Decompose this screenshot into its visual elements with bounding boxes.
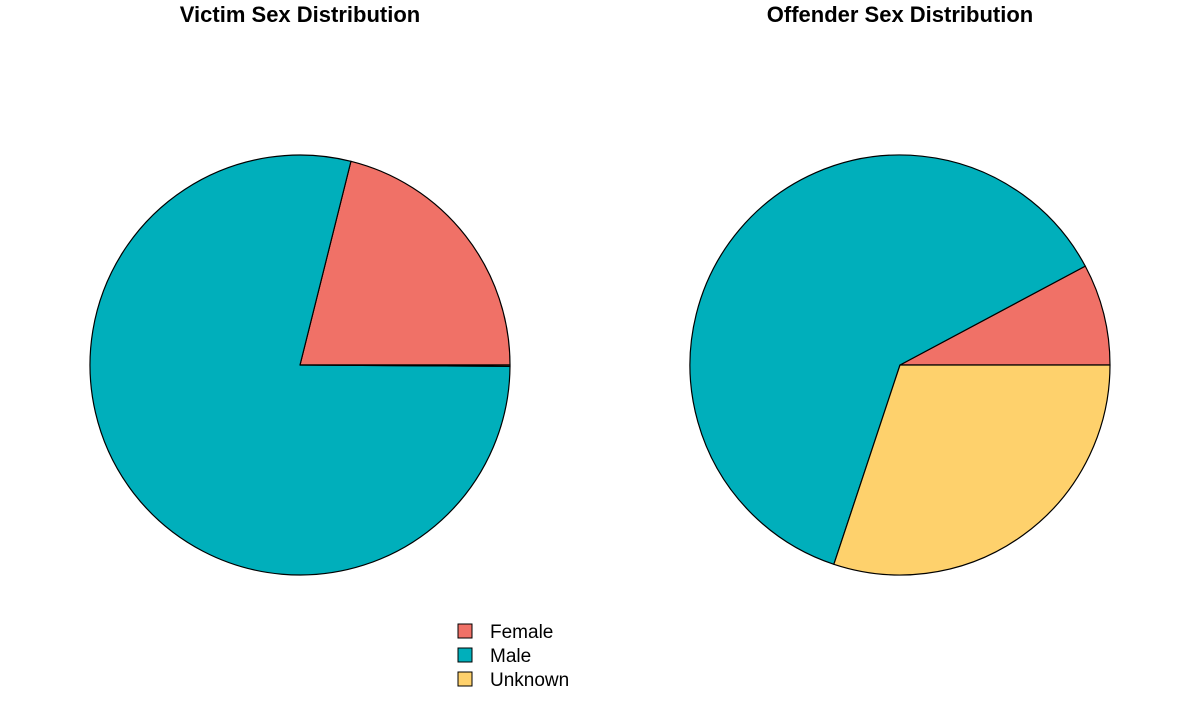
offender-pie — [689, 154, 1111, 576]
legend-label-male: Male — [490, 646, 531, 667]
victim-chart-title: Victim Sex Distribution — [180, 2, 420, 27]
legend-swatch-unknown — [457, 671, 473, 687]
offender-slice-female — [899, 265, 1111, 366]
victim-slice-female — [299, 160, 511, 366]
offender-chart-title: Offender Sex Distribution — [767, 2, 1033, 27]
offender-slice-unknown — [833, 364, 1111, 576]
legend-swatch-female — [457, 623, 473, 639]
victim-slice-unknown — [299, 364, 511, 367]
legend-swatch-male — [457, 647, 473, 663]
legend: Female Male Unknown — [457, 622, 569, 691]
legend-label-female: Female — [490, 622, 553, 643]
offender-slice-male — [689, 154, 1086, 565]
legend-label-unknown: Unknown — [490, 670, 569, 691]
victim-pie — [89, 154, 511, 576]
